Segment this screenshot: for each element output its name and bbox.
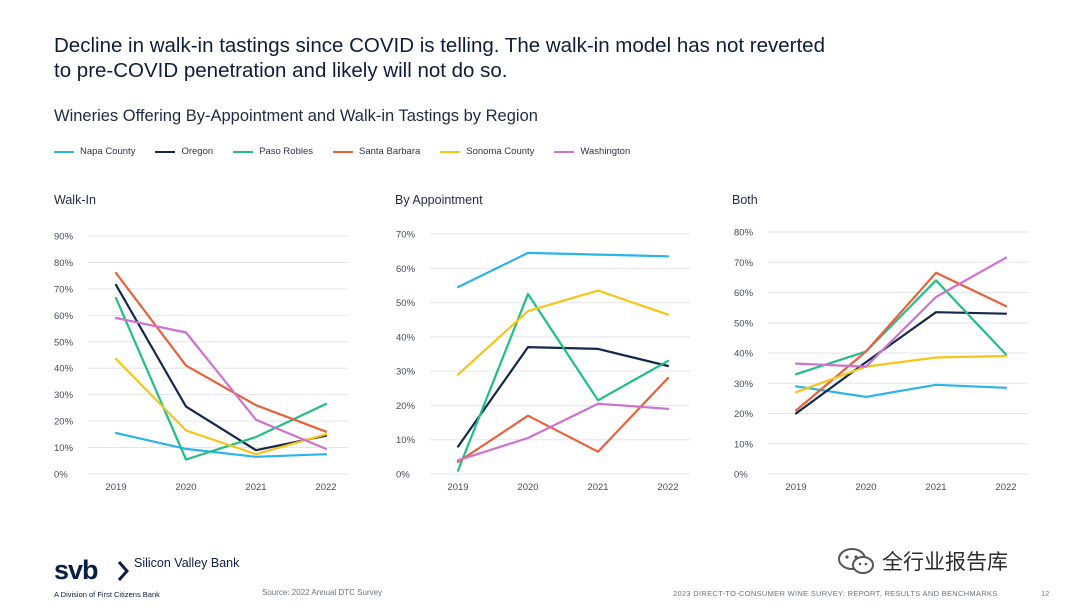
page-number: 12 (1041, 589, 1050, 598)
legend-item-santa-barbara: Santa Barbara (333, 146, 420, 157)
headline: Decline in walk-in tastings since COVID … (54, 34, 825, 82)
y-tick-label: 0% (54, 470, 68, 481)
series-line-washington (456, 402, 670, 462)
x-tick-label: 2022 (657, 482, 678, 493)
series-line-santa-barbara (456, 376, 670, 464)
x-tick-label: 2022 (995, 482, 1016, 493)
y-tick-label: 20% (396, 401, 416, 412)
x-tick-label: 2020 (855, 482, 876, 493)
legend-label: Washington (580, 146, 631, 157)
y-tick-label: 70% (734, 258, 754, 269)
y-tick-label: 50% (54, 337, 74, 348)
legend-swatch (233, 150, 254, 153)
series-line-sonoma-county (456, 289, 670, 376)
y-tick-label: 60% (54, 311, 74, 322)
panel-title-by-appointment: By Appointment (395, 193, 483, 207)
legend-item-napa-county: Napa County (54, 146, 135, 157)
y-tick-label: 40% (734, 349, 754, 360)
legend-item-oregon: Oregon (155, 146, 213, 157)
logo-division: A Division of First Citizens Bank (54, 590, 160, 599)
series-line-paso-robles (114, 296, 328, 461)
y-tick-label: 0% (396, 470, 410, 481)
y-tick-label: 60% (734, 288, 754, 299)
legend: Napa County Oregon Paso Robles Santa Bar… (54, 146, 650, 157)
y-tick-label: 50% (396, 298, 416, 309)
series-line-sonoma-county (114, 357, 328, 456)
legend-item-paso-robles: Paso Robles (233, 146, 313, 157)
series-line-napa-county (794, 383, 1008, 398)
walk-in-chart: 0% 10% 20% 30% 40% 50% 60% 70% 80% 90% 2019 2020 202… (54, 232, 348, 493)
y-tick-label: 50% (734, 318, 754, 329)
y-tick-label: 70% (54, 284, 74, 295)
y-tick-label: 80% (54, 258, 74, 269)
x-tick-label: 2019 (105, 482, 126, 493)
x-tick-label: 2019 (785, 482, 806, 493)
y-tick-label: 10% (396, 435, 416, 446)
panel-title-both: Both (732, 193, 758, 207)
legend-item-sonoma-county: Sonoma County (440, 146, 534, 157)
chart-subtitle: Wineries Offering By-Appointment and Wal… (54, 107, 538, 125)
series-line-oregon (794, 311, 1008, 415)
series-line-oregon (456, 345, 670, 448)
y-tick-label: 30% (396, 367, 416, 378)
watermark-text: 全行业报告库 (882, 551, 1008, 574)
series-line-paso-robles (794, 279, 1008, 376)
y-tick-label: 30% (734, 379, 754, 390)
report-title: 2023 DIRECT-TO-CONSUMER WINE SURVEY: REP… (673, 589, 998, 598)
legend-swatch (54, 150, 74, 153)
series-line-napa-county (114, 431, 328, 458)
y-tick-label: 10% (734, 439, 754, 450)
logo-mark: svb (54, 555, 99, 585)
legend-label: Paso Robles (259, 146, 314, 157)
series-line-oregon (114, 283, 328, 452)
legend-label: Sonoma County (466, 146, 535, 157)
source-note: Source: 2022 Annual DTC Survey (262, 588, 383, 597)
series-line-santa-barbara (794, 271, 1008, 412)
wechat-icon (838, 548, 874, 574)
x-tick-label: 2020 (175, 482, 196, 493)
legend-label: Napa County (80, 146, 136, 157)
both-chart: 0% 10% 20% 30% 40% 50% 60% 70% 80% 2019 2020 2021 20… (734, 228, 1028, 493)
legend-swatch (333, 150, 354, 153)
logo-name: Silicon Valley Bank (134, 556, 240, 570)
by-appointment-chart: 0% 10% 20% 30% 40% 50% 60% 70% 2019 2020 2021 2022 (396, 230, 690, 493)
y-tick-label: 80% (734, 228, 754, 239)
y-tick-label: 60% (396, 264, 416, 275)
legend-swatch (554, 150, 575, 153)
x-tick-label: 2021 (925, 482, 946, 493)
series-line-napa-county (456, 251, 670, 289)
y-tick-label: 20% (734, 409, 754, 420)
series-line-washington (794, 256, 1008, 368)
y-tick-label: 70% (396, 230, 416, 241)
x-tick-label: 2021 (587, 482, 608, 493)
series-line-sonoma-county (794, 354, 1008, 394)
x-tick-label: 2019 (447, 482, 468, 493)
y-tick-label: 40% (54, 364, 74, 375)
legend-swatch (440, 150, 461, 153)
chevron-right-icon (117, 561, 130, 581)
y-tick-label: 20% (54, 417, 74, 428)
y-tick-label: 0% (734, 470, 748, 481)
legend-item-washington: Washington (554, 146, 630, 157)
y-tick-label: 40% (396, 332, 416, 343)
series-line-santa-barbara (114, 271, 328, 433)
series-line-washington (114, 316, 328, 450)
legend-label: Oregon (181, 146, 214, 157)
y-tick-label: 30% (54, 390, 74, 401)
legend-label: Santa Barbara (359, 146, 421, 157)
y-tick-label: 10% (54, 443, 74, 454)
watermark: 全行业报告库 (836, 546, 1008, 576)
x-tick-label: 2022 (315, 482, 336, 493)
x-tick-label: 2020 (517, 482, 538, 493)
y-tick-label: 90% (54, 232, 74, 243)
panel-title-walk-in: Walk-In (54, 193, 96, 207)
legend-swatch (155, 150, 176, 153)
x-tick-label: 2021 (245, 482, 266, 493)
series-line-paso-robles (456, 292, 670, 472)
